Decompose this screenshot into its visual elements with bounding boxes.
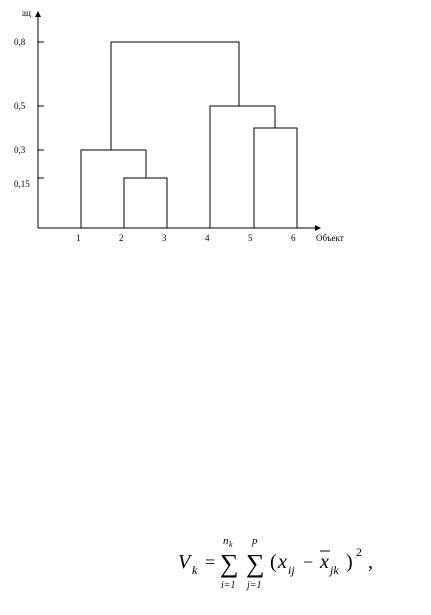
formula-open-paren: ( [270, 551, 277, 573]
formula-lhs-sub: k [192, 563, 198, 577]
formula-sum2-upper: p [251, 535, 258, 547]
formula-xbar-sub: jk [328, 563, 339, 577]
merge-link-1-23 [80, 149, 147, 228]
merge-link-4-56 [209, 105, 276, 228]
object-label: 6 [291, 233, 296, 243]
object-label: 1 [76, 233, 81, 243]
object-label: 4 [205, 233, 210, 243]
formula-sum1-sigma: ∑ [220, 549, 239, 578]
y-tick-label: 0,8 [14, 37, 26, 47]
y-tick-label: 0,3 [14, 145, 26, 155]
formula-exponent: 2 [356, 545, 362, 559]
formula-x-sub: ij [288, 563, 295, 577]
formula-lhs-var: V [178, 551, 193, 573]
object-label: 5 [248, 233, 253, 243]
formula-sum2-lower: j=1 [245, 580, 262, 591]
formula-trailing-comma: , [368, 551, 373, 573]
formula-equals: = [205, 552, 215, 572]
y-tick-label: 0,15 [14, 179, 30, 189]
formula-sum2-sigma: ∑ [246, 549, 265, 578]
dendrogram: aц Объект 0,8 0,5 0,3 0,15 1 2 3 4 5 6 [14, 8, 344, 243]
object-label: 2 [119, 233, 124, 243]
merge-link-root [110, 41, 240, 150]
formula-minus: − [303, 552, 313, 572]
formula-close-paren: ) [346, 551, 353, 573]
y-axis-label: aц [22, 8, 31, 18]
formula-sum1-lower: i=1 [221, 580, 236, 591]
merge-link-5-6 [253, 127, 298, 228]
object-label: 3 [162, 233, 167, 243]
x-axis-label: Объект [316, 233, 344, 243]
formula-xbar-var: x [319, 551, 329, 573]
formula-x-var: x [277, 551, 287, 573]
formula-sum1-upper-sub: k [229, 540, 233, 549]
formula-sum1-upper: n [223, 535, 229, 547]
y-tick-label: 0,5 [14, 101, 26, 111]
merge-link-2-3 [123, 177, 168, 228]
